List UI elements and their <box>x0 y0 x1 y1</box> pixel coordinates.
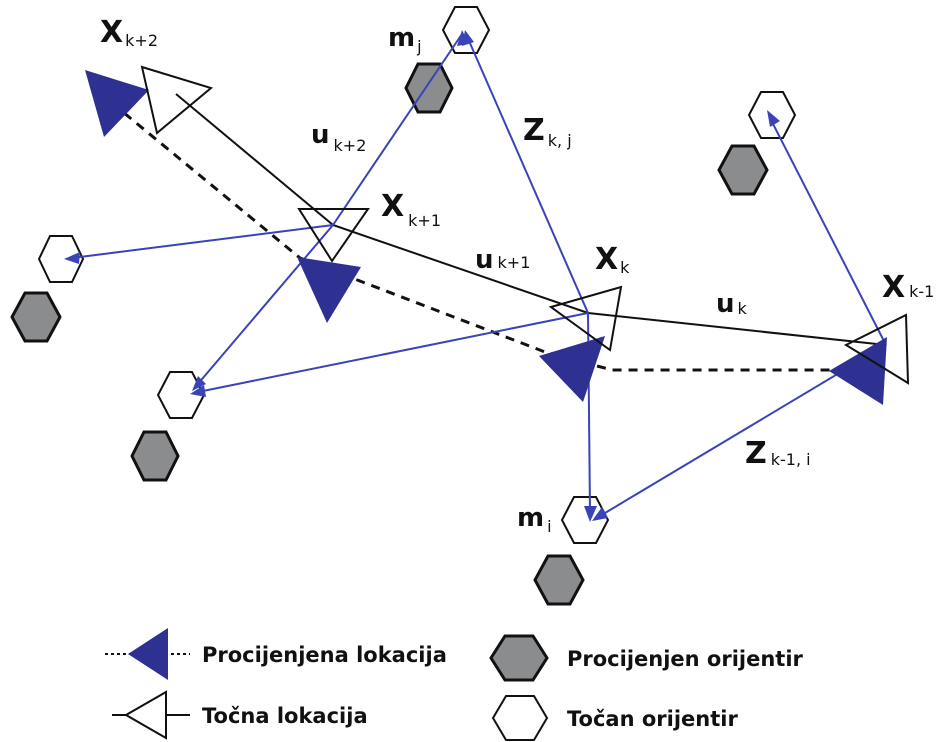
true-landmarks <box>37 6 797 544</box>
true-landmark <box>156 371 206 419</box>
estimated-landmark <box>10 291 62 343</box>
estimated-landmark <box>130 430 180 482</box>
svg-text:Procijenjen orijentir: Procijenjen orijentir <box>567 647 804 671</box>
true-path <box>175 93 887 346</box>
estimated-pose-k <box>539 336 605 402</box>
estimated-landmark <box>404 62 454 114</box>
true-pose-km1 <box>843 313 910 385</box>
measurement-arrowheads <box>64 30 780 522</box>
estimated-poses <box>85 70 887 405</box>
estimated-pose-k2 <box>85 70 149 137</box>
legend: Procijenjena lokacija Točna lokacija Pro… <box>105 628 804 741</box>
estimated-landmarks <box>10 62 769 606</box>
true-pose-k2 <box>140 65 214 135</box>
svg-text:Točna lokacija: Točna lokacija <box>202 704 368 728</box>
true-poses <box>140 65 910 385</box>
estimated-pose-k1 <box>297 257 361 323</box>
true-pose-k <box>548 285 623 352</box>
true-landmark <box>441 6 491 54</box>
estimated-pose-km1 <box>829 337 887 405</box>
label-u-k1: u k+1 <box>475 245 530 275</box>
true-landmark <box>37 235 85 283</box>
legend-true-location: Točna lokacija <box>112 690 368 740</box>
true-landmark <box>560 496 610 544</box>
legend-estimated-landmark: Procijenjen orijentir <box>489 634 804 682</box>
legend-true-landmark: Točan orijentir <box>491 695 738 741</box>
label-u-k2: u k+2 <box>311 120 366 155</box>
estimated-landmark <box>533 554 585 606</box>
true-pose-k1 <box>297 208 370 263</box>
svg-text:Procijenjena lokacija: Procijenjena lokacija <box>202 643 447 667</box>
estimated-path <box>111 101 885 372</box>
legend-estimated-location: Procijenjena lokacija <box>105 628 447 680</box>
svg-text:Točan orijentir: Točan orijentir <box>567 707 738 731</box>
estimated-landmark <box>717 144 769 196</box>
